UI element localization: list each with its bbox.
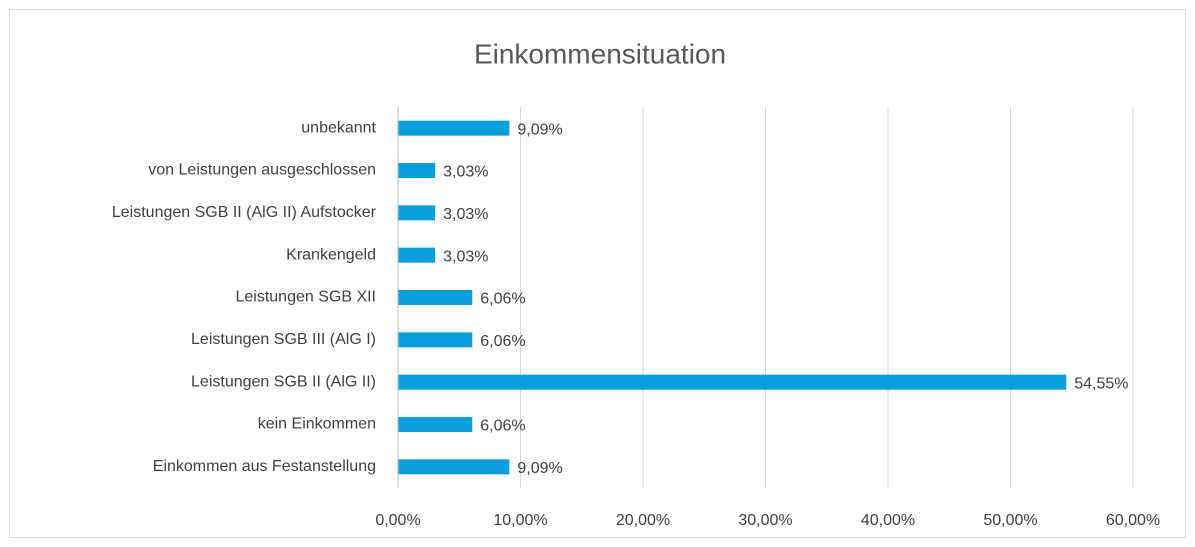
bar xyxy=(398,459,510,475)
category-label: Leistungen SGB II (AlG II) Aufstocker xyxy=(112,204,377,221)
value-label: 6,06% xyxy=(480,418,525,435)
chart-title: Einkommensituation xyxy=(474,38,726,69)
value-label: 3,03% xyxy=(443,164,488,181)
x-tick-label: 30,00% xyxy=(738,512,792,529)
value-label: 3,03% xyxy=(443,206,488,223)
category-label: unbekannt xyxy=(301,119,376,136)
value-label: 9,09% xyxy=(517,460,562,477)
value-label: 6,06% xyxy=(480,333,525,350)
bar xyxy=(398,332,473,348)
category-label: Einkommen aus Festanstellung xyxy=(153,458,376,475)
bar xyxy=(398,163,436,178)
bar xyxy=(398,417,473,432)
x-tick-label: 0,00% xyxy=(375,512,420,529)
bar xyxy=(398,290,473,305)
category-label: Krankengeld xyxy=(286,246,376,263)
x-tick-label: 50,00% xyxy=(983,512,1037,529)
category-label: Leistungen SGB XII xyxy=(235,289,376,306)
bar xyxy=(398,374,1067,390)
bar xyxy=(398,247,436,263)
category-label: von Leistungen ausgeschlossen xyxy=(148,162,376,179)
category-label: Leistungen SGB III (AlG I) xyxy=(191,331,376,348)
value-label: 54,55% xyxy=(1074,375,1128,392)
category-label: Leistungen SGB II (AlG II) xyxy=(191,373,376,390)
value-label: 3,03% xyxy=(443,248,488,265)
x-tick-label: 10,00% xyxy=(493,512,547,529)
bar xyxy=(398,120,510,136)
chart-frame xyxy=(9,9,1186,538)
value-label: 9,09% xyxy=(517,121,562,138)
x-tick-label: 40,00% xyxy=(861,512,915,529)
value-label: 6,06% xyxy=(480,291,525,308)
category-label: kein Einkommen xyxy=(258,416,376,433)
x-tick-label: 20,00% xyxy=(616,512,670,529)
bar xyxy=(398,205,436,221)
x-tick-label: 60,00% xyxy=(1106,512,1160,529)
